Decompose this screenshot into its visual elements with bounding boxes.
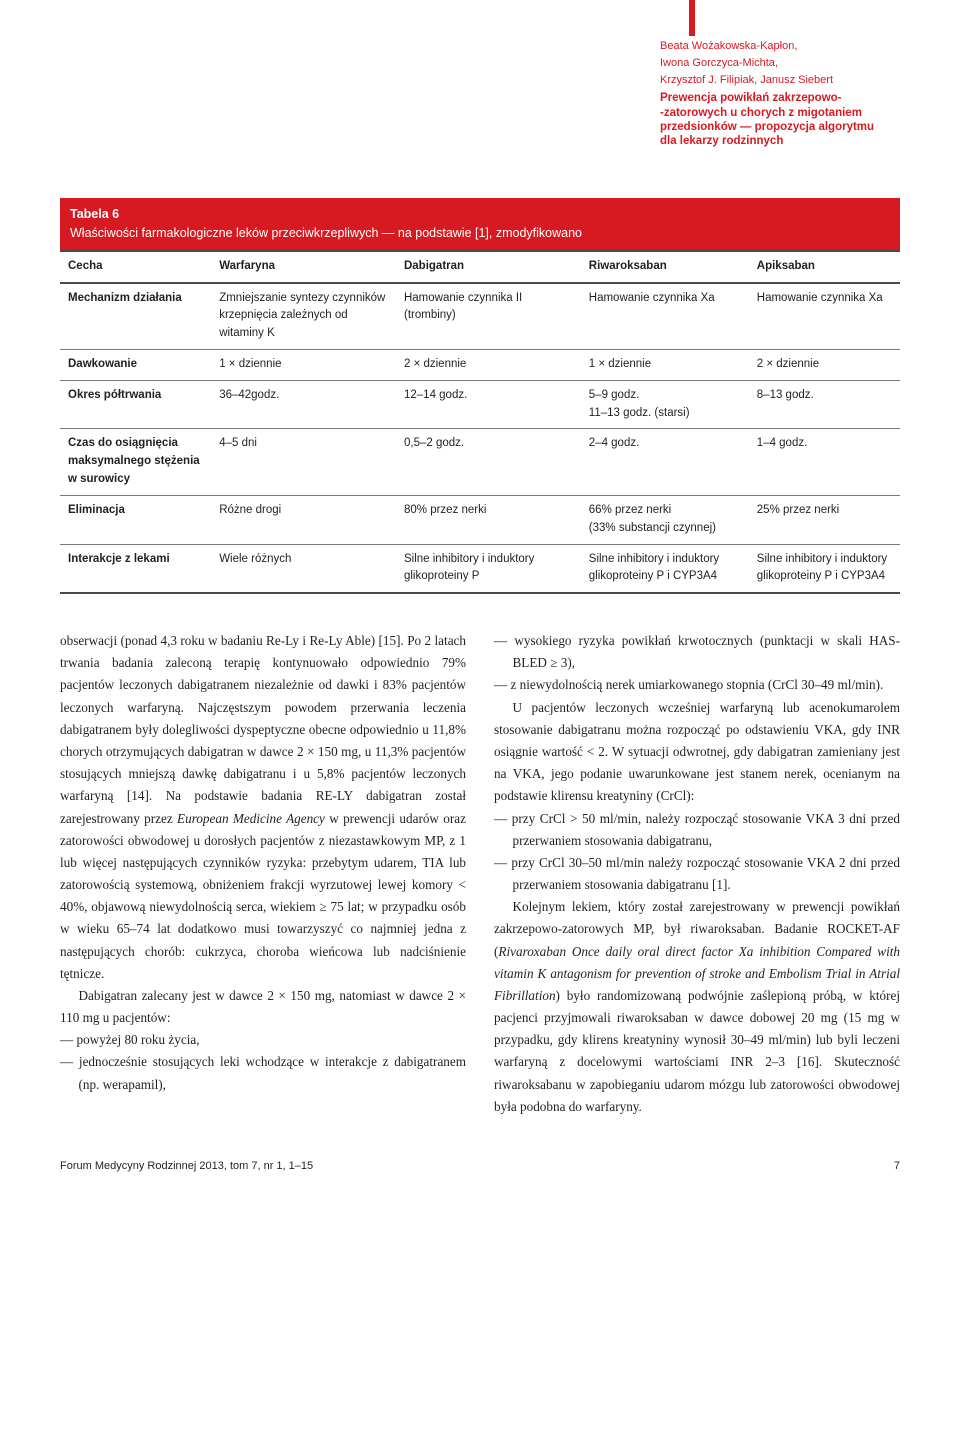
row-cell: 66% przez nerki (33% substancji czynnej) [581,495,749,544]
row-cell: Hamowanie czynnika Xa [581,283,749,350]
row-cell: Różne drogi [211,495,396,544]
table-6: Tabela 6 Właściwości farmakologiczne lek… [60,198,900,594]
list-item: z niewydolnością nerek umiarkowanego sto… [512,674,900,696]
table-caption: Właściwości farmakologiczne leków przeci… [70,224,890,243]
col-cecha: Cecha [60,251,211,283]
paragraph-4: Kolejnym lekiem, który został zarejestro… [494,896,900,1118]
row-cell: 2–4 godz. [581,429,749,495]
row-cell: 1 × dziennie [581,350,749,381]
row-cell: 36–42godz. [211,380,396,429]
table-body: Mechanizm działaniaZmniejszanie syntezy … [60,283,900,594]
list-item: wysokiego ryzyka powikłań krwotocznych (… [512,630,900,674]
row-cell: 2 × dziennie [749,350,900,381]
drug-properties-table: Cecha Warfaryna Dabigatran Riwaroksaban … [60,250,900,594]
col-dabigatran: Dabigatran [396,251,581,283]
row-cell: Hamowanie czynnika II (trombiny) [396,283,581,350]
paragraph-1: obserwacji (ponad 4,3 roku w badaniu Re-… [60,630,466,985]
table-row: Mechanizm działaniaZmniejszanie syntezy … [60,283,900,350]
row-cell: 8–13 godz. [749,380,900,429]
table-caption-bar: Tabela 6 Właściwości farmakologiczne lek… [60,198,900,250]
row-cell: 80% przez nerki [396,495,581,544]
list-item: przy CrCl > 50 ml/min, należy rozpocząć … [512,808,900,852]
article-title: Prewencja powikłań zakrzepowo- -zatorowy… [660,91,900,149]
list-item: przy CrCl 30–50 ml/min należy rozpocząć … [512,852,900,896]
list-item: jednocześnie stosujących leki wchodzące … [78,1051,466,1095]
col-apiksaban: Apiksaban [749,251,900,283]
row-cell: 5–9 godz. 11–13 godz. (starsi) [581,380,749,429]
col-riwaroksaban: Riwaroksaban [581,251,749,283]
footer-journal: Forum Medycyny Rodzinnej 2013, tom 7, nr… [60,1158,313,1175]
table-row: Dawkowanie1 × dziennie2 × dziennie1 × dz… [60,350,900,381]
table-row: EliminacjaRóżne drogi80% przez nerki66% … [60,495,900,544]
row-cell: 2 × dziennie [396,350,581,381]
row-label: Dawkowanie [60,350,211,381]
row-cell: Zmniejszanie syntezy czynników krzepnięc… [211,283,396,350]
row-label: Okres półtrwania [60,380,211,429]
col-warfaryna: Warfaryna [211,251,396,283]
row-cell: 1 × dziennie [211,350,396,381]
row-cell: Silne inhibitory i induktory glikoprotei… [749,544,900,593]
body-columns: obserwacji (ponad 4,3 roku w badaniu Re-… [60,630,900,1118]
table-row: Czas do osiągnięcia maksymalnego stężeni… [60,429,900,495]
row-cell: 0,5–2 godz. [396,429,581,495]
row-label: Eliminacja [60,495,211,544]
table-label: Tabela 6 [70,205,890,224]
row-cell: Hamowanie czynnika Xa [749,283,900,350]
table-row: Interakcje z lekamiWiele różnychSilne in… [60,544,900,593]
row-cell: 4–5 dni [211,429,396,495]
running-head: Beata Wożakowska-Kapłon, Iwona Gorczyca-… [660,10,900,149]
list-item: powyżej 80 roku życia, [78,1029,466,1051]
row-cell: Wiele różnych [211,544,396,593]
page-footer: Forum Medycyny Rodzinnej 2013, tom 7, nr… [60,1158,900,1175]
paragraph-2: Dabigatran zalecany jest w dawce 2 × 150… [60,985,466,1029]
footer-pagenum: 7 [894,1158,900,1175]
row-cell: Silne inhibitory i induktory glikoprotei… [396,544,581,593]
paragraph-3: U pacjentów leczonych wcześniej warfaryn… [494,697,900,808]
author-names: Beata Wożakowska-Kapłon, Iwona Gorczyca-… [660,38,900,89]
row-cell: 12–14 godz. [396,380,581,429]
table-row: Okres półtrwania36–42godz.12–14 godz.5–9… [60,380,900,429]
row-label: Czas do osiągnięcia maksymalnego stężeni… [60,429,211,495]
row-label: Mechanizm działania [60,283,211,350]
row-cell: 1–4 godz. [749,429,900,495]
row-label: Interakcje z lekami [60,544,211,593]
row-cell: Silne inhibitory i induktory glikoprotei… [581,544,749,593]
row-cell: 25% przez nerki [749,495,900,544]
crcl-list: przy CrCl > 50 ml/min, należy rozpocząć … [494,808,900,897]
